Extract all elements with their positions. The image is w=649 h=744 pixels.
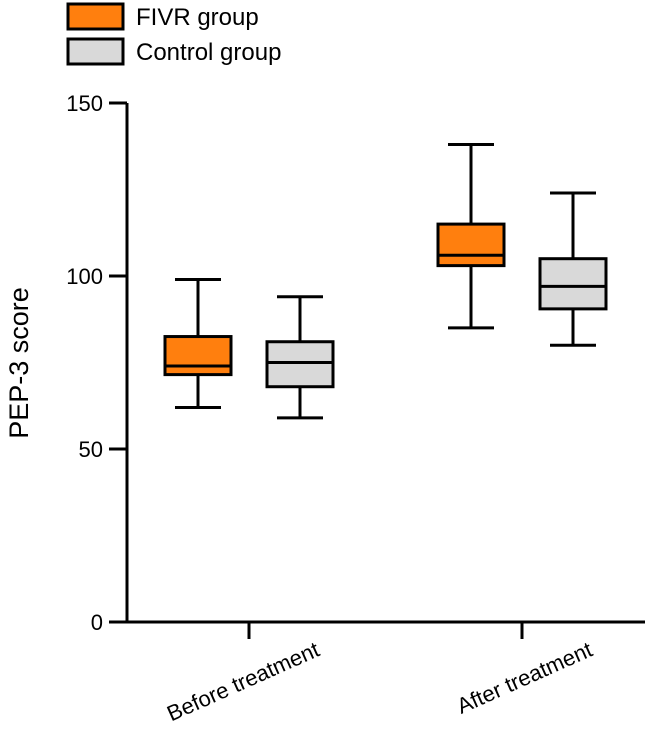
- y-tick-label: 150: [66, 91, 103, 116]
- box-fivr-before: [163, 277, 233, 409]
- box-fivr-after: [436, 143, 506, 330]
- legend-swatch-control: [66, 37, 125, 66]
- x-tick-label: After treatment: [453, 637, 596, 719]
- iqr-box: [538, 257, 608, 311]
- box-control-after: [538, 191, 608, 347]
- box-series: [163, 143, 608, 420]
- iqr-box: [265, 340, 335, 389]
- legend: FIVR group Control group: [66, 2, 281, 66]
- iqr-box: [436, 222, 506, 268]
- y-tick-label: 50: [79, 437, 103, 462]
- y-axis-label: PEP-3 score: [4, 287, 34, 439]
- legend-label-control: Control group: [136, 39, 281, 66]
- legend-swatch-fivr: [66, 2, 125, 31]
- legend-label-fivr: FIVR group: [136, 4, 259, 31]
- y-tick-label: 100: [66, 264, 103, 289]
- axes: 0 50 100 150 Before treatment After treatment: [66, 91, 645, 726]
- box-control-before: [265, 295, 335, 420]
- y-tick-label: 0: [91, 610, 103, 635]
- iqr-box: [163, 335, 233, 377]
- x-tick-label: Before treatment: [163, 637, 323, 726]
